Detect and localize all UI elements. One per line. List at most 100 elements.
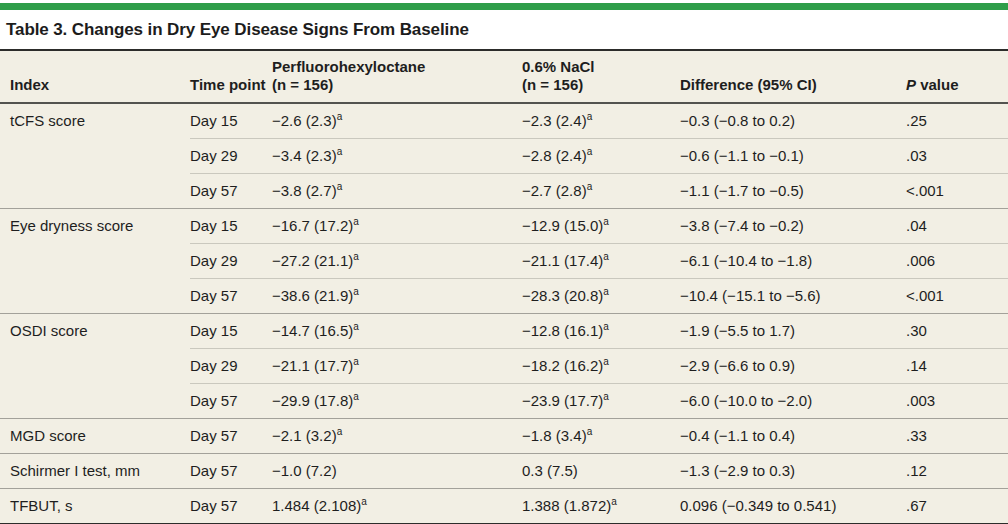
time-cell: Day 29 xyxy=(190,348,272,383)
footnote-marker: a xyxy=(603,251,609,262)
pvalue-cell: .006 xyxy=(906,243,1008,278)
value-cell-pfh: −38.6 (21.9)a xyxy=(272,278,522,313)
value-text: −12.9 (15.0) xyxy=(522,217,603,234)
footnote-marker: a xyxy=(603,286,609,297)
value-cell-pfh: −1.0 (7.2) xyxy=(272,453,522,488)
difference-cell: −0.6 (−1.1 to −0.1) xyxy=(680,138,906,173)
value-text: −3.8 (2.7) xyxy=(272,182,337,199)
time-cell: Day 57 xyxy=(190,418,272,453)
pvalue-cell: <.001 xyxy=(906,173,1008,208)
difference-cell: −1.3 (−2.9 to 0.3) xyxy=(680,453,906,488)
value-text: −21.1 (17.4) xyxy=(522,252,603,269)
time-cell: Day 29 xyxy=(190,138,272,173)
footnote-marker: a xyxy=(587,111,593,122)
group2-name: 0.6% NaCl xyxy=(522,58,595,75)
footnote-marker: a xyxy=(587,181,593,192)
value-cell-nacl: −12.8 (16.1)a xyxy=(522,313,680,348)
value-cell-pfh: −3.4 (2.3)a xyxy=(272,138,522,173)
footnote-marker: a xyxy=(587,146,593,157)
pvalue-cell: .003 xyxy=(906,383,1008,418)
group1-name: Perfluorohexyloctane xyxy=(272,58,425,75)
value-cell-pfh: −2.1 (3.2)a xyxy=(272,418,522,453)
value-text: −38.6 (21.9) xyxy=(272,287,353,304)
pvalue-cell: .30 xyxy=(906,313,1008,348)
footnote-marker: a xyxy=(587,426,593,437)
difference-cell: −6.0 (−10.0 to −2.0) xyxy=(680,383,906,418)
value-cell-pfh: −16.7 (17.2)a xyxy=(272,208,522,243)
p-italic: P xyxy=(906,76,916,93)
value-text: −2.6 (2.3) xyxy=(272,112,337,129)
value-cell-pfh: −29.9 (17.8)a xyxy=(272,383,522,418)
value-text: −23.9 (17.7) xyxy=(522,392,603,409)
value-text: 1.484 (2.108) xyxy=(272,497,361,514)
footnote-marker: a xyxy=(603,391,609,402)
value-cell-nacl: −28.3 (20.8)a xyxy=(522,278,680,313)
pvalue-cell: .33 xyxy=(906,418,1008,453)
value-cell-nacl: −1.8 (3.4)a xyxy=(522,418,680,453)
difference-cell: −1.9 (−5.5 to 1.7) xyxy=(680,313,906,348)
footnote-marker: a xyxy=(337,181,343,192)
value-cell-pfh: −21.1 (17.7)a xyxy=(272,348,522,383)
time-cell: Day 57 xyxy=(190,173,272,208)
index-cell: OSDI score xyxy=(0,313,190,418)
value-text: 0.3 (7.5) xyxy=(522,462,578,479)
footnote-marker: a xyxy=(353,321,359,332)
column-header-perfluorohexyloctane: Perfluorohexyloctane(n = 156) xyxy=(272,50,522,103)
footnote-marker: a xyxy=(353,251,359,262)
value-cell-nacl: 0.3 (7.5) xyxy=(522,453,680,488)
time-cell: Day 57 xyxy=(190,383,272,418)
p-value-rest: value xyxy=(916,76,959,93)
pvalue-cell: .03 xyxy=(906,138,1008,173)
footnote-marker: a xyxy=(337,426,343,437)
value-cell-nacl: −2.3 (2.4)a xyxy=(522,103,680,139)
value-cell-nacl: −2.7 (2.8)a xyxy=(522,173,680,208)
accent-bar xyxy=(0,3,1008,10)
footnote-marker: a xyxy=(353,356,359,367)
difference-cell: −10.4 (−15.1 to −5.6) xyxy=(680,278,906,313)
group2-n: (n = 156) xyxy=(522,76,583,93)
footnote-marker: a xyxy=(603,321,609,332)
value-text: −2.1 (3.2) xyxy=(272,427,337,444)
pvalue-cell: .67 xyxy=(906,488,1008,524)
difference-cell: −1.1 (−1.7 to −0.5) xyxy=(680,173,906,208)
index-cell: MGD score xyxy=(0,418,190,453)
value-cell-nacl: −12.9 (15.0)a xyxy=(522,208,680,243)
time-cell: Day 15 xyxy=(190,103,272,139)
column-header-difference: Difference (95% CI) xyxy=(680,50,906,103)
value-text: −2.3 (2.4) xyxy=(522,112,587,129)
value-cell-pfh: −3.8 (2.7)a xyxy=(272,173,522,208)
column-header-time-point: Time point xyxy=(190,50,272,103)
difference-cell: −6.1 (−10.4 to −1.8) xyxy=(680,243,906,278)
index-cell: TFBUT, s xyxy=(0,488,190,524)
pvalue-cell: .25 xyxy=(906,103,1008,139)
difference-cell: −3.8 (−7.4 to −0.2) xyxy=(680,208,906,243)
value-cell-nacl: 1.388 (1.872)a xyxy=(522,488,680,524)
pvalue-cell: .12 xyxy=(906,453,1008,488)
group1-n: (n = 156) xyxy=(272,76,333,93)
value-cell-nacl: −18.2 (16.2)a xyxy=(522,348,680,383)
value-text: −12.8 (16.1) xyxy=(522,322,603,339)
value-text: −1.8 (3.4) xyxy=(522,427,587,444)
value-text: −27.2 (21.1) xyxy=(272,252,353,269)
footnote-marker: a xyxy=(603,216,609,227)
table-row: MGD score Day 57 −2.1 (3.2)a −1.8 (3.4)a… xyxy=(0,418,1008,453)
index-cell: Eye dryness score xyxy=(0,208,190,313)
value-text: −18.2 (16.2) xyxy=(522,357,603,374)
value-cell-nacl: −23.9 (17.7)a xyxy=(522,383,680,418)
index-cell: Schirmer I test, mm xyxy=(0,453,190,488)
footnote-marker: a xyxy=(353,216,359,227)
difference-cell: −0.3 (−0.8 to 0.2) xyxy=(680,103,906,139)
difference-cell: −2.9 (−6.6 to 0.9) xyxy=(680,348,906,383)
table-row: TFBUT, s Day 57 1.484 (2.108)a 1.388 (1.… xyxy=(0,488,1008,524)
difference-cell: −0.4 (−1.1 to 0.4) xyxy=(680,418,906,453)
footnote-marker: a xyxy=(353,286,359,297)
value-text: −21.1 (17.7) xyxy=(272,357,353,374)
value-text: −29.9 (17.8) xyxy=(272,392,353,409)
table-row: OSDI score Day 15 −14.7 (16.5)a −12.8 (1… xyxy=(0,313,1008,348)
value-text: −2.8 (2.4) xyxy=(522,147,587,164)
value-text: −3.4 (2.3) xyxy=(272,147,337,164)
footnote-marker: a xyxy=(603,356,609,367)
header-row: Index Time point Perfluorohexyloctane(n … xyxy=(0,50,1008,103)
column-header-p-value: P value xyxy=(906,50,1008,103)
dry-eye-signs-table: Index Time point Perfluorohexyloctane(n … xyxy=(0,49,1008,524)
